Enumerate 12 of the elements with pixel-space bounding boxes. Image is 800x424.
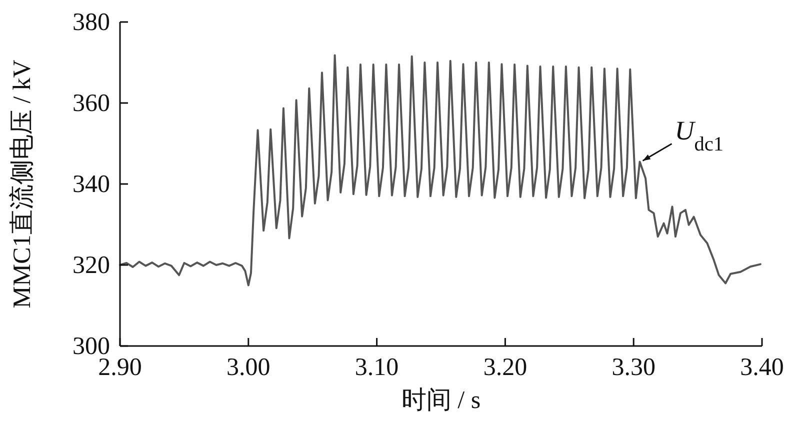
x-tick-label: 3.00 bbox=[226, 354, 270, 381]
x-tick-label: 3.20 bbox=[483, 354, 528, 381]
annotation: U$_{dc1}$ bbox=[674, 116, 724, 156]
x-tick-label: 3.40 bbox=[740, 354, 784, 381]
x-tick-label: 3.30 bbox=[612, 354, 656, 381]
y-axis-title: MMC1直流侧电压 / kV bbox=[8, 60, 36, 308]
y-tick-label: 380 bbox=[72, 9, 110, 36]
y-tick-label: 320 bbox=[72, 252, 110, 279]
y-tick-label: 340 bbox=[72, 171, 110, 198]
x-tick-label: 3.10 bbox=[354, 354, 399, 381]
y-tick-label: 360 bbox=[72, 90, 110, 117]
x-axis-title: 时间 / s bbox=[401, 387, 481, 414]
